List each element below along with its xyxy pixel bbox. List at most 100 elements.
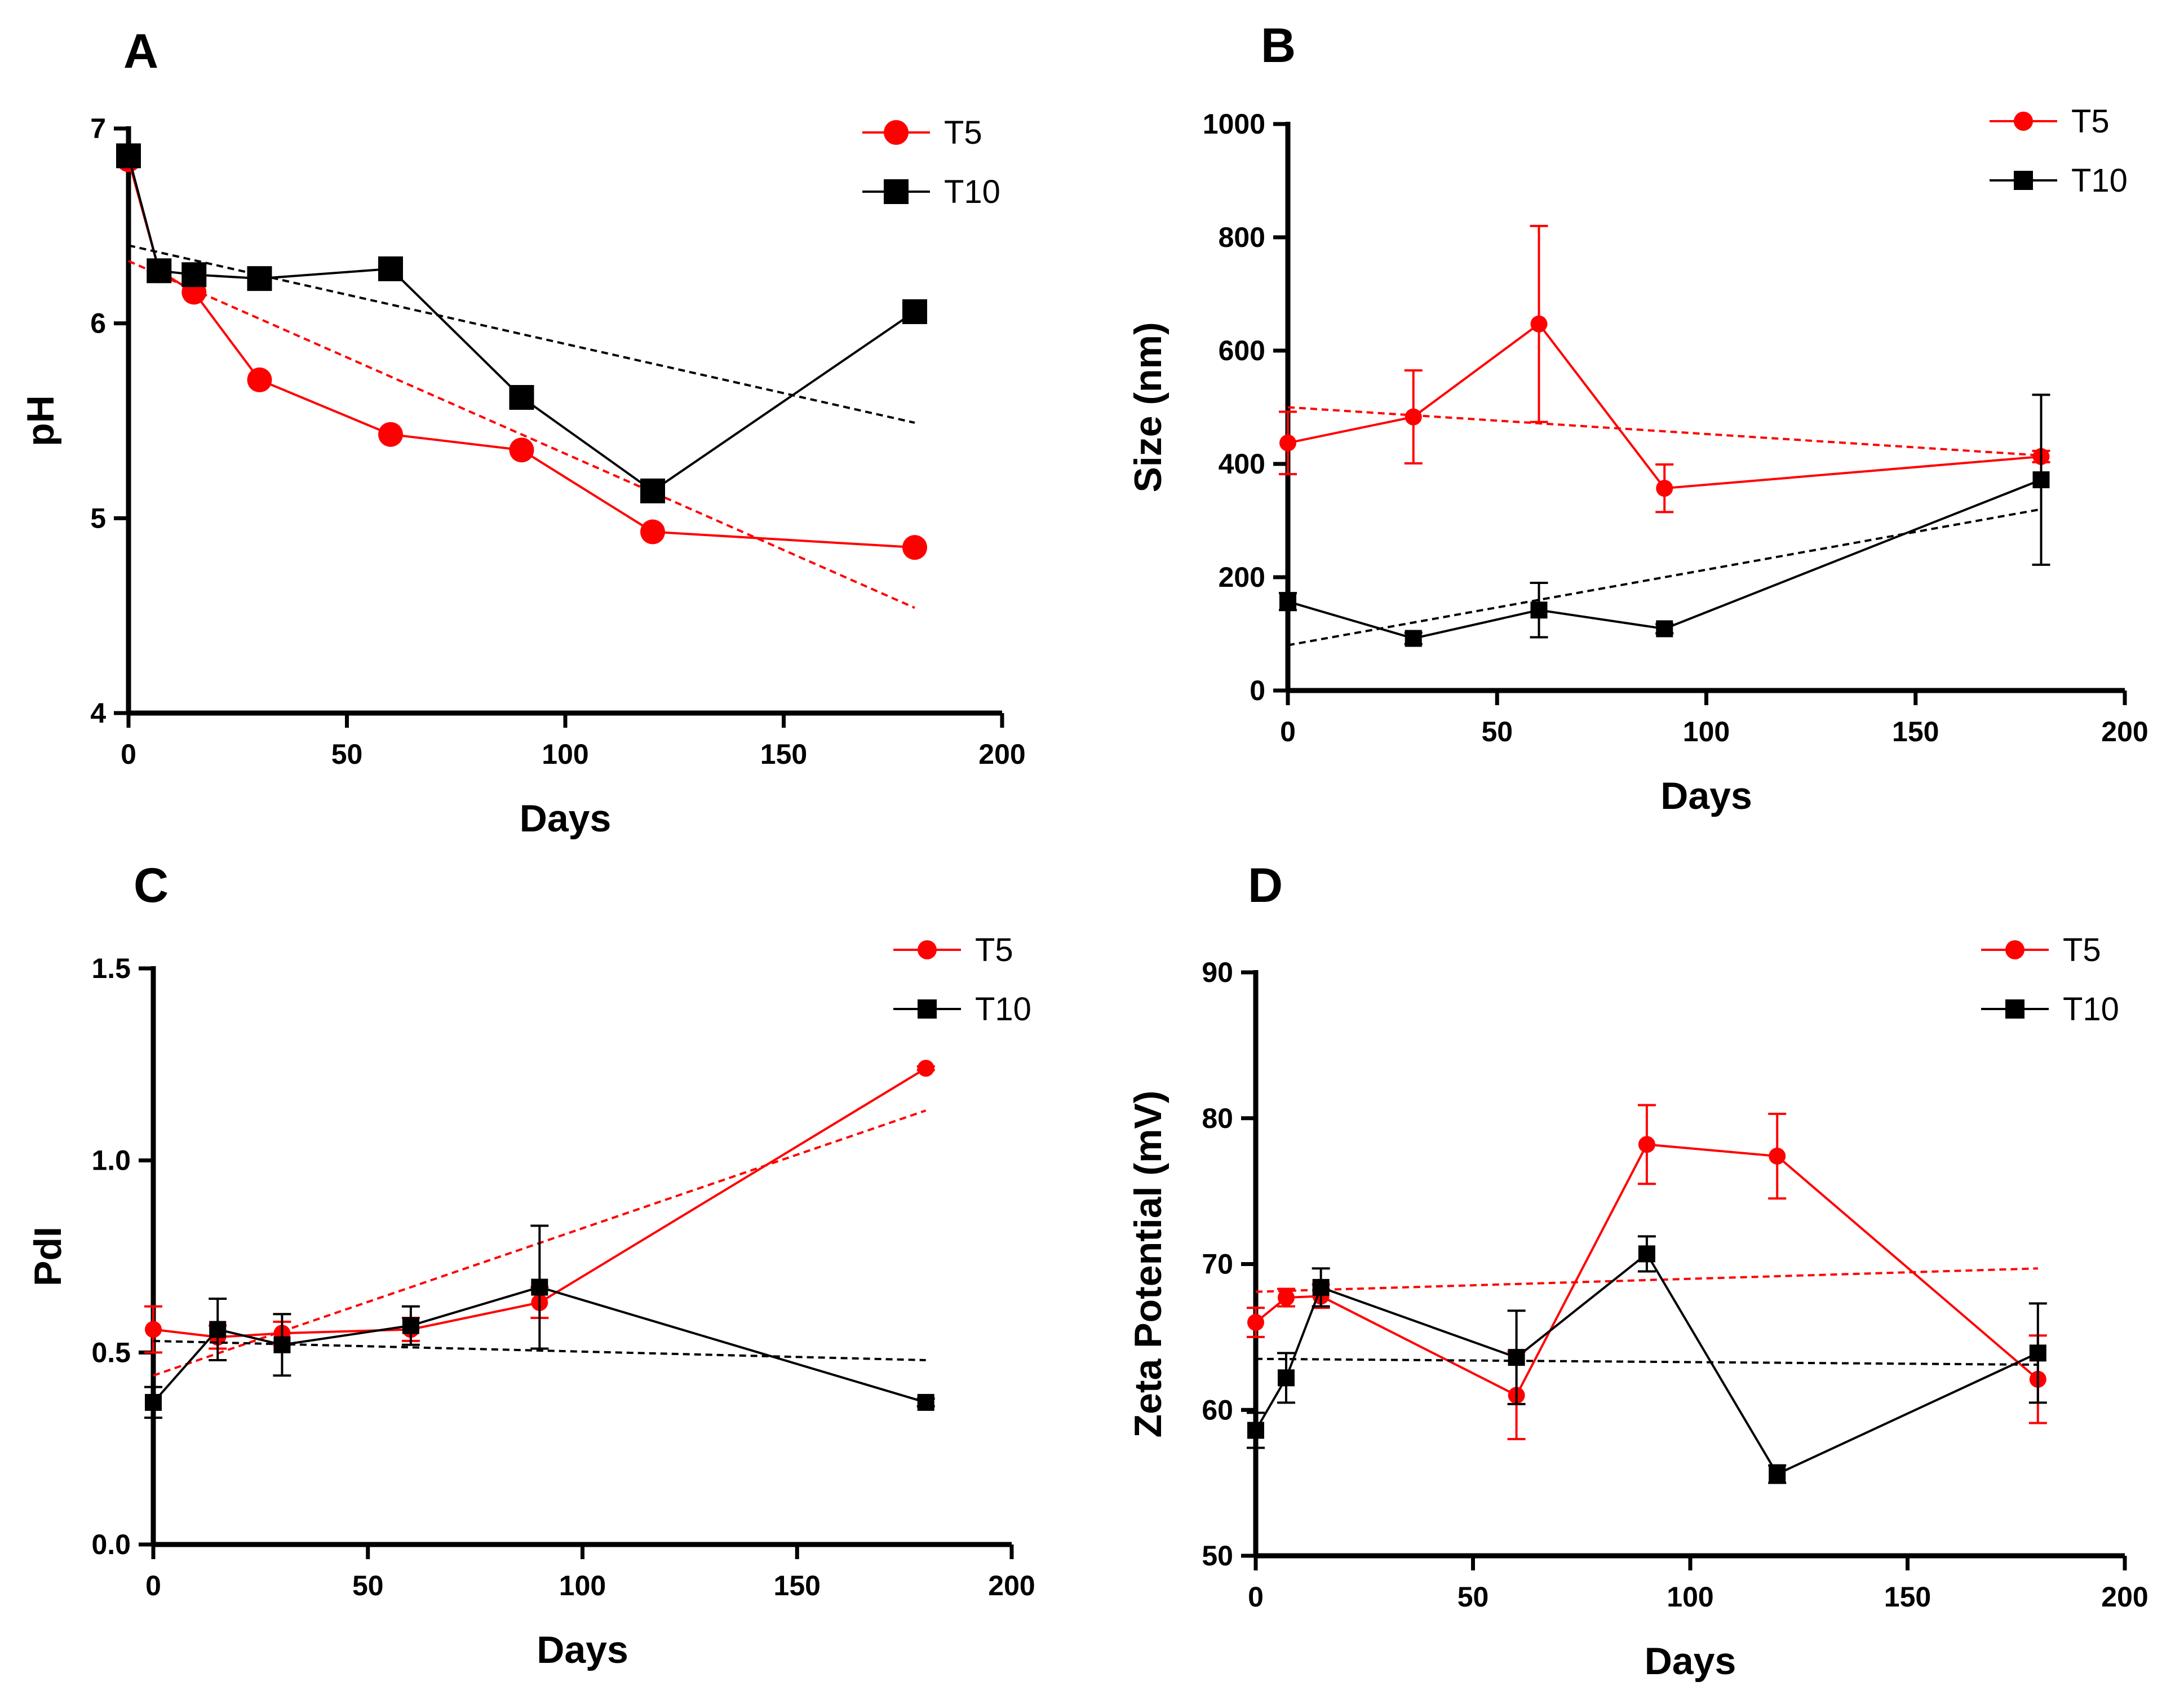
legend-entry-t5: T5 bbox=[1981, 932, 2101, 968]
y-tick-label: 1.5 bbox=[91, 953, 131, 984]
data-point bbox=[1279, 434, 1296, 452]
panel-letter: B bbox=[1261, 19, 1296, 73]
legend-marker bbox=[884, 120, 909, 145]
data-point bbox=[1508, 1349, 1525, 1366]
data-point bbox=[181, 262, 207, 287]
panel-letter: D bbox=[1248, 858, 1283, 913]
legend-marker bbox=[2014, 112, 2033, 131]
panel-d: D 0 50 100 150 200 50 60 70 80 90 Days Zeta Potentia… bbox=[1127, 858, 2148, 1683]
y-tick-label: 6 bbox=[90, 308, 106, 339]
legend-entry-t5: T5 bbox=[893, 932, 1013, 968]
trend-line-t10 bbox=[128, 244, 915, 424]
series-t10 bbox=[1279, 393, 2050, 647]
legend-marker bbox=[2014, 171, 2033, 190]
data-point bbox=[145, 1321, 162, 1338]
legend-marker bbox=[2005, 940, 2024, 959]
legend-entry-t10: T10 bbox=[1981, 991, 2119, 1028]
y-tick-label: 80 bbox=[1202, 1103, 1233, 1134]
y-tick-label: 70 bbox=[1202, 1249, 1233, 1280]
y-tick-label: 7 bbox=[90, 113, 106, 144]
data-point bbox=[902, 535, 927, 560]
y-tick-label: 0.5 bbox=[91, 1336, 131, 1368]
x-axis-title: Days bbox=[1660, 775, 1752, 817]
data-point bbox=[209, 1321, 227, 1338]
y-tick-label: 50 bbox=[1202, 1540, 1233, 1572]
legend-marker bbox=[2005, 999, 2024, 1019]
legend-label: T10 bbox=[975, 991, 1031, 1028]
data-point bbox=[116, 143, 141, 169]
legend-label: T10 bbox=[2071, 162, 2128, 199]
data-point bbox=[1247, 1422, 1264, 1439]
data-point bbox=[1405, 630, 1422, 647]
series-line-t5 bbox=[127, 159, 915, 549]
x-tick-label: 150 bbox=[774, 1570, 821, 1601]
series-t10 bbox=[144, 1224, 935, 1419]
series-line-t5 bbox=[153, 1067, 927, 1339]
data-point bbox=[640, 519, 665, 545]
data-point bbox=[402, 1317, 419, 1334]
y-tick-label: 1.0 bbox=[91, 1145, 131, 1176]
panel-a: A 0 50 100 150 200 4 5 6 7 Days pH T5 T10 bbox=[19, 24, 1026, 840]
x-tick-label: 100 bbox=[559, 1570, 606, 1601]
legend-marker bbox=[884, 179, 909, 204]
x-tick-label: 200 bbox=[2101, 1581, 2148, 1613]
x-tick-label: 200 bbox=[2101, 716, 2148, 747]
data-point bbox=[1656, 620, 1673, 638]
panel-letter: C bbox=[134, 858, 169, 913]
y-tick-label: 200 bbox=[1219, 561, 1265, 593]
trend-line-t5 bbox=[1255, 1267, 2038, 1293]
data-point bbox=[1638, 1136, 1655, 1153]
x-tick-label: 0 bbox=[1280, 716, 1296, 747]
data-point bbox=[147, 258, 172, 284]
x-tick-label: 100 bbox=[542, 738, 588, 770]
x-tick-label: 50 bbox=[1481, 716, 1513, 747]
x-tick-label: 50 bbox=[1458, 1581, 1489, 1613]
y-tick-label: 0.0 bbox=[91, 1529, 131, 1560]
data-point bbox=[1656, 480, 1673, 497]
data-point bbox=[1277, 1369, 1295, 1387]
data-point bbox=[509, 385, 534, 410]
x-tick-label: 150 bbox=[1884, 1581, 1931, 1613]
x-axis-title: Days bbox=[520, 797, 612, 840]
series-line-t10 bbox=[1255, 1252, 2039, 1476]
data-point bbox=[1530, 315, 1548, 333]
data-point bbox=[640, 478, 665, 503]
series-t5 bbox=[116, 147, 927, 609]
x-axis-title: Days bbox=[1645, 1640, 1736, 1683]
series-t10 bbox=[116, 143, 927, 503]
panel-c: C 0 50 100 150 200 0.0 0.5 1.0 1.5 Days PdI T5 T10 bbox=[26, 858, 1035, 1671]
data-point bbox=[145, 1393, 162, 1411]
data-point bbox=[902, 299, 927, 324]
y-tick-label: 5 bbox=[90, 502, 106, 534]
legend-entry-t10: T10 bbox=[893, 991, 1031, 1028]
x-axis-title: Days bbox=[537, 1628, 628, 1671]
y-tick-label: 800 bbox=[1219, 222, 1265, 253]
data-point bbox=[917, 1393, 934, 1411]
data-point bbox=[378, 422, 403, 447]
data-point bbox=[1530, 601, 1548, 619]
data-point bbox=[531, 1278, 548, 1296]
data-point bbox=[1247, 1314, 1264, 1331]
x-tick-label: 50 bbox=[331, 738, 363, 770]
legend-label: T10 bbox=[944, 174, 1000, 210]
x-tick-label: 50 bbox=[352, 1570, 384, 1601]
y-tick-label: 4 bbox=[90, 697, 106, 729]
data-point bbox=[1277, 1289, 1295, 1307]
data-point bbox=[2029, 1344, 2046, 1362]
y-axis-title: PdI bbox=[26, 1227, 69, 1286]
x-tick-label: 100 bbox=[1683, 716, 1730, 747]
data-point bbox=[1769, 1148, 1786, 1165]
y-tick-label: 0 bbox=[1250, 675, 1265, 706]
y-tick-label: 1000 bbox=[1203, 108, 1265, 140]
x-tick-label: 200 bbox=[978, 738, 1025, 770]
legend-entry-t5: T5 bbox=[862, 114, 982, 151]
trend-line-t10 bbox=[1287, 508, 2041, 647]
y-axis-title: Zeta Potential (mV) bbox=[1127, 1091, 1169, 1438]
series-t5 bbox=[1279, 224, 2050, 514]
legend-marker bbox=[918, 940, 937, 959]
series-line-t10 bbox=[152, 1286, 927, 1404]
data-point bbox=[1638, 1245, 1655, 1263]
legend-label: T5 bbox=[2063, 932, 2101, 968]
x-tick-label: 150 bbox=[1892, 716, 1939, 747]
legend-entry-t10: T10 bbox=[1990, 162, 2128, 199]
